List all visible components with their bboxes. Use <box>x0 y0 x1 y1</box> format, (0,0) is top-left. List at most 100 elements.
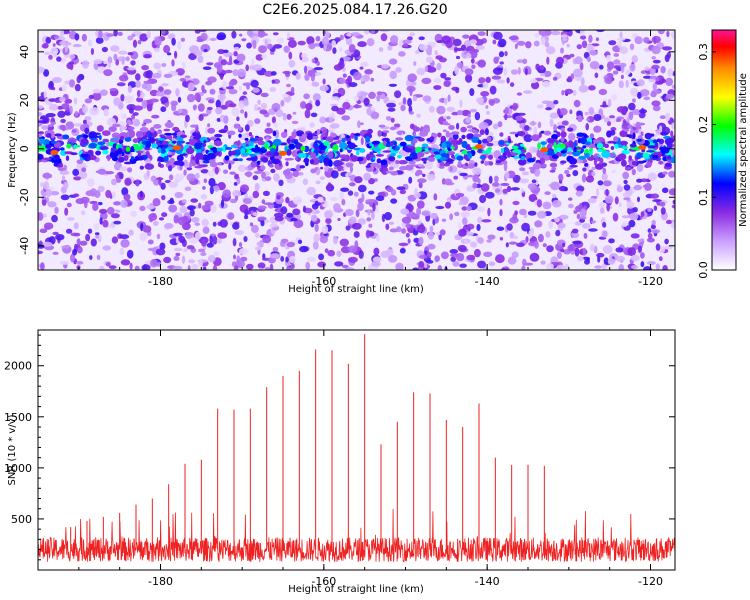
heatmap-cell <box>566 151 574 155</box>
heatmap-cell <box>461 150 470 155</box>
heatmap-cell <box>538 30 549 37</box>
heatmap-cells <box>38 30 675 270</box>
heatmap-cell <box>426 51 432 56</box>
heatmap-cell <box>187 265 191 270</box>
heatmap-cell <box>424 160 434 170</box>
heatmap-cell <box>340 246 351 254</box>
heatmap-cell <box>546 56 550 65</box>
heatmap-cell <box>441 218 447 222</box>
heatmap-cell <box>43 181 50 190</box>
heatmap-cell <box>549 162 558 168</box>
heatmap-cell <box>542 80 551 88</box>
heatmap-cell <box>190 124 198 128</box>
heatmap-cell <box>631 265 638 269</box>
heatmap-cell <box>103 60 108 64</box>
heatmap-cell <box>88 142 98 149</box>
heatmap-cell <box>421 157 428 162</box>
heatmap-cell <box>510 69 519 75</box>
heatmap-x-tick-label: -160 <box>311 275 336 288</box>
heatmap-cell <box>106 33 115 37</box>
heatmap-cell <box>623 129 630 132</box>
heatmap-cell <box>366 38 375 47</box>
heatmap-cell <box>177 108 183 114</box>
heatmap-cell <box>48 54 53 60</box>
heatmap-cell <box>567 127 574 132</box>
heatmap-cell <box>141 123 146 127</box>
heatmap-cell <box>549 158 558 162</box>
heatmap-cell <box>62 134 70 140</box>
heatmap-cell <box>111 148 116 153</box>
snr-y-axis-label: SNR (10 * v/v) <box>7 414 18 485</box>
heatmap-cell <box>148 213 158 221</box>
heatmap-cell <box>474 162 478 167</box>
snr-x-ticks: -180 -160 -140 -120 <box>78 330 663 588</box>
heatmap-cell <box>40 262 45 270</box>
heatmap-cell <box>130 211 137 217</box>
heatmap-cell <box>667 142 673 150</box>
heatmap-cell <box>536 199 543 208</box>
heatmap-cell <box>643 37 650 44</box>
heatmap-cell <box>297 239 303 244</box>
heatmap-cell <box>514 43 518 50</box>
heatmap-cell <box>212 264 218 270</box>
heatmap-cell <box>155 91 165 97</box>
heatmap-cell <box>61 125 66 132</box>
heatmap-cell <box>333 166 338 170</box>
heatmap-cell <box>411 155 418 160</box>
heatmap-cell <box>477 139 482 145</box>
heatmap-cell <box>546 263 554 270</box>
heatmap-cell <box>181 255 186 264</box>
heatmap-cell <box>273 122 278 128</box>
heatmap-cell <box>452 261 460 267</box>
heatmap-cell <box>227 130 236 136</box>
heatmap-cell <box>258 32 269 37</box>
heatmap-hotspot <box>50 150 59 155</box>
heatmap-cell <box>333 203 341 212</box>
heatmap-cell <box>217 232 228 239</box>
heatmap-cell <box>297 152 307 159</box>
heatmap-cell <box>652 83 657 91</box>
heatmap-cell <box>466 205 472 212</box>
heatmap-cell <box>577 255 584 262</box>
heatmap-cell <box>286 31 290 39</box>
heatmap-cell <box>521 265 526 270</box>
heatmap-cell <box>183 248 188 252</box>
heatmap-cell <box>636 152 643 159</box>
heatmap-cell <box>57 167 66 172</box>
heatmap-cell <box>354 135 358 141</box>
heatmap-cell <box>172 265 183 270</box>
heatmap-cell <box>440 135 447 143</box>
heatmap-cell <box>248 141 254 147</box>
heatmap-cell <box>363 172 371 181</box>
heatmap-cell <box>112 123 121 128</box>
heatmap-cell <box>567 147 572 152</box>
heatmap-cell <box>402 97 407 105</box>
heatmap-cell <box>232 222 240 230</box>
heatmap-cell <box>466 254 476 261</box>
heatmap-cell <box>244 124 250 132</box>
heatmap-cell <box>319 205 323 210</box>
heatmap-cell <box>662 265 668 270</box>
heatmap-cell <box>420 146 426 150</box>
heatmap-cell <box>60 194 70 201</box>
heatmap-cell <box>280 99 285 107</box>
heatmap-cell <box>477 216 483 224</box>
heatmap-cell <box>621 159 627 167</box>
heatmap-cell <box>166 146 174 151</box>
heatmap-cell <box>286 83 291 88</box>
heatmap-cell <box>299 165 306 169</box>
heatmap-cell <box>666 79 673 86</box>
heatmap-cell <box>428 147 432 151</box>
colorbar-ticks: 0.00.10.20.3 <box>697 43 716 279</box>
heatmap-cell <box>558 173 564 182</box>
heatmap-cell <box>504 171 510 180</box>
heatmap-cell <box>353 104 362 109</box>
heatmap-cell <box>108 126 117 132</box>
heatmap-cell <box>115 177 122 183</box>
heatmap-cell <box>550 181 560 191</box>
heatmap-cell <box>317 196 324 203</box>
heatmap-cell <box>593 245 598 254</box>
heatmap-cell <box>590 220 597 224</box>
heatmap-cell <box>202 266 207 270</box>
